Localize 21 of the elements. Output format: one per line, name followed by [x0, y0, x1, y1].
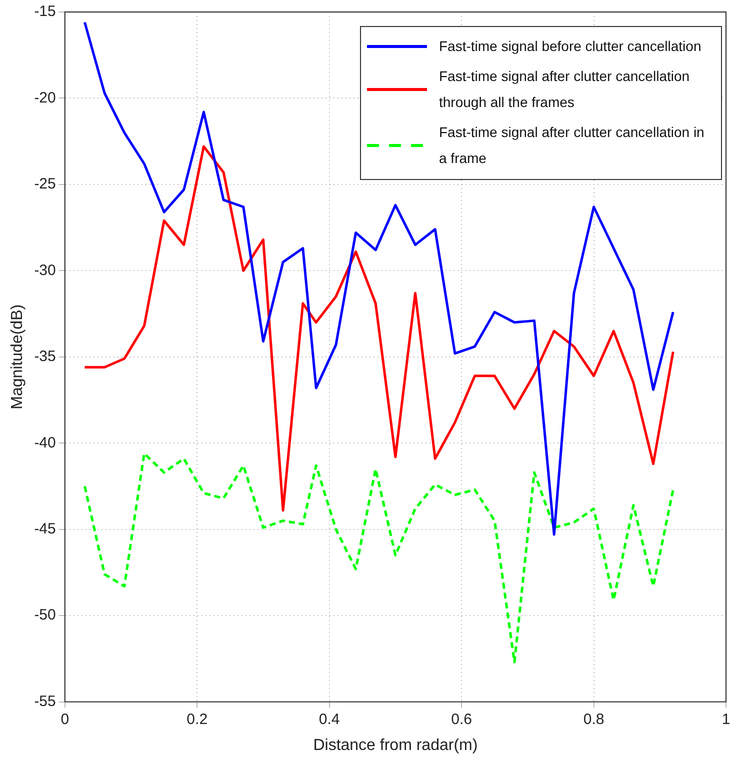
y-tick-label: -25 [34, 176, 56, 193]
y-tick-label: -15 [34, 3, 56, 20]
x-tick-label: 0 [60, 710, 70, 728]
legend-label: Fast-time signal after clutter cancellation in a frame [439, 123, 706, 168]
y-tick-label: -50 [34, 606, 56, 624]
y-tick-label: -55 [34, 692, 56, 710]
x-axis-title: Distance from radar(m) [313, 736, 478, 754]
y-tick-label: -40 [34, 434, 56, 452]
y-tick-label: -45 [34, 520, 56, 538]
legend-label: Fast-time signal before clutter cancellation [439, 37, 702, 56]
line-series [83, 452, 674, 664]
x-tick-label: 0.6 [451, 710, 472, 728]
x-tick-label: 0.2 [186, 710, 208, 728]
x-tick-label: 0.4 [318, 710, 340, 728]
y-tick-label: -30 [34, 262, 56, 279]
y-tick-label: -20 [34, 89, 56, 106]
legend-label: Fast-time signal after clutter cancellation through all the frames [439, 67, 691, 112]
y-axis-title: Magnitude(dB) [9, 304, 26, 410]
x-tick-label: 1 [722, 710, 730, 728]
x-tick-label: 0.8 [583, 710, 604, 728]
y-tick-label: -35 [34, 348, 56, 366]
